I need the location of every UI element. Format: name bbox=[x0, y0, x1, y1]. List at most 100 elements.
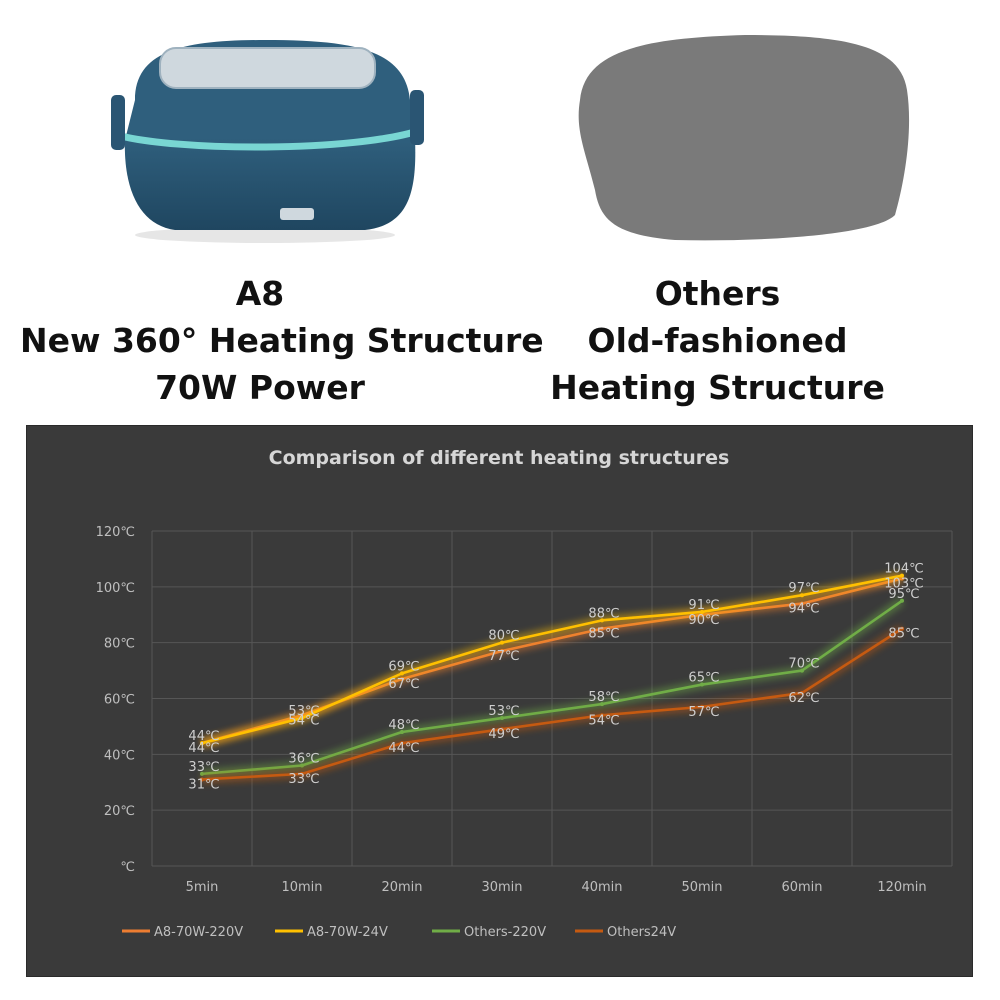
data-point bbox=[300, 771, 304, 776]
x-tick-label: 30min bbox=[481, 880, 522, 895]
data-point bbox=[200, 777, 204, 782]
data-point bbox=[600, 713, 604, 718]
data-label: 33℃ bbox=[288, 772, 319, 787]
data-point bbox=[900, 573, 904, 578]
x-tick-label: 60min bbox=[781, 880, 822, 895]
others-structure-label: Old-fashioned bbox=[587, 321, 848, 360]
data-label: 88℃ bbox=[588, 606, 619, 621]
data-labels: 44℃ 54℃ 67℃ 77℃ 85℃ 90℃ 94℃ 103℃ 44℃ 53℃ 69℃ 80℃ 88℃… bbox=[188, 562, 923, 793]
data-point bbox=[400, 671, 404, 676]
y-tick-label: 120℃ bbox=[96, 525, 135, 540]
legend-label: A8-70W-220V bbox=[154, 925, 243, 940]
y-tick-label: ℃ bbox=[120, 860, 135, 875]
data-point bbox=[400, 730, 404, 734]
data-point bbox=[400, 741, 404, 746]
y-tick-label: 20℃ bbox=[104, 804, 135, 819]
others-silhouette-shape bbox=[578, 35, 910, 241]
x-tick-label: 10min bbox=[281, 880, 322, 895]
data-label: 80℃ bbox=[488, 629, 519, 644]
data-label: 95℃ bbox=[888, 587, 919, 602]
data-label: 33℃ bbox=[188, 760, 219, 775]
data-point bbox=[500, 649, 504, 654]
y-tick-label: 60℃ bbox=[104, 693, 135, 708]
x-axis-ticks: 5min 10min 20min 30min 40min 50min 60min 120min bbox=[186, 880, 927, 895]
a8-power-badge bbox=[280, 208, 314, 220]
data-point bbox=[500, 727, 504, 732]
chart-panel: Comparison of different heating structur… bbox=[26, 425, 973, 977]
data-label: 44℃ bbox=[188, 729, 219, 744]
a8-structure-label: New 360° Heating Structure bbox=[20, 321, 544, 360]
a8-power-label: 70W Power bbox=[155, 368, 365, 407]
data-point bbox=[300, 716, 304, 721]
x-tick-label: 120min bbox=[877, 880, 926, 895]
data-label: 69℃ bbox=[388, 659, 419, 674]
legend-label: Others24V bbox=[607, 925, 676, 940]
data-point bbox=[800, 690, 804, 695]
data-point bbox=[800, 593, 804, 598]
series-a8-70w-24v bbox=[200, 571, 904, 748]
data-label: 91℃ bbox=[688, 598, 719, 613]
data-point bbox=[600, 626, 604, 631]
data-label: 53℃ bbox=[488, 704, 519, 719]
others-caption: Others Old-fashioned Heating Structure bbox=[520, 270, 915, 411]
series-line bbox=[201, 599, 903, 776]
a8-caption: A8 New 360° Heating Structure 70W Power bbox=[20, 270, 544, 411]
a8-name: A8 bbox=[235, 274, 285, 313]
data-point bbox=[800, 668, 804, 673]
data-point bbox=[500, 640, 504, 645]
a8-lunchbox-image bbox=[111, 40, 424, 243]
data-point bbox=[900, 598, 904, 603]
data-label: 58℃ bbox=[588, 690, 619, 705]
data-label: 36℃ bbox=[288, 752, 319, 767]
data-label: 77℃ bbox=[488, 649, 519, 664]
y-tick-label: 100℃ bbox=[96, 581, 135, 596]
data-label: 48℃ bbox=[388, 718, 419, 733]
series-line bbox=[201, 574, 903, 745]
data-label: 65℃ bbox=[688, 671, 719, 686]
x-tick-label: 40min bbox=[581, 880, 622, 895]
data-label: 85℃ bbox=[588, 627, 619, 642]
x-tick-label: 20min bbox=[381, 880, 422, 895]
x-tick-label: 5min bbox=[186, 880, 219, 895]
y-tick-label: 40℃ bbox=[104, 748, 135, 763]
data-label: 97℃ bbox=[788, 581, 819, 596]
a8-body bbox=[124, 138, 416, 230]
data-label: 62℃ bbox=[788, 691, 819, 706]
data-label: 94℃ bbox=[788, 602, 819, 617]
data-label: 53℃ bbox=[288, 704, 319, 719]
data-point bbox=[600, 702, 604, 707]
others-name: Others bbox=[654, 274, 781, 313]
data-label: 44℃ bbox=[188, 741, 219, 756]
others-structure-label-2: Heating Structure bbox=[550, 368, 885, 407]
data-point bbox=[500, 716, 504, 721]
x-tick-label: 50min bbox=[681, 880, 722, 895]
data-point bbox=[600, 618, 604, 623]
legend-label: A8-70W-24V bbox=[307, 925, 388, 940]
data-point bbox=[700, 704, 704, 709]
data-label: 49℃ bbox=[488, 727, 519, 742]
legend-label: Others-220V bbox=[464, 925, 546, 940]
data-label: 44℃ bbox=[388, 741, 419, 756]
data-label: 90℃ bbox=[688, 613, 719, 628]
data-label: 67℃ bbox=[388, 677, 419, 692]
chart-legend: A8-70W-220V A8-70W-24V Others-220V Others24… bbox=[122, 925, 676, 940]
data-point bbox=[200, 741, 204, 746]
data-label: 85℃ bbox=[888, 627, 919, 642]
data-label: 103℃ bbox=[884, 576, 923, 591]
others-lunchbox-silhouette bbox=[578, 35, 910, 241]
data-point bbox=[700, 609, 704, 614]
series-others-220v bbox=[200, 597, 905, 779]
data-label: 54℃ bbox=[588, 713, 619, 728]
chart-grid bbox=[151, 530, 953, 867]
data-label: 57℃ bbox=[688, 705, 719, 720]
series-others24v bbox=[200, 624, 905, 784]
data-point bbox=[900, 626, 904, 631]
a8-trim bbox=[112, 126, 423, 151]
data-point bbox=[700, 682, 704, 687]
a8-window bbox=[159, 47, 376, 89]
data-label: 104℃ bbox=[884, 562, 923, 577]
y-tick-label: 80℃ bbox=[104, 637, 135, 652]
y-axis-ticks: ℃ 20℃ 40℃ 60℃ 80℃ 100℃ 120℃ bbox=[96, 525, 135, 875]
data-point bbox=[200, 771, 204, 776]
data-label: 54℃ bbox=[288, 713, 319, 728]
